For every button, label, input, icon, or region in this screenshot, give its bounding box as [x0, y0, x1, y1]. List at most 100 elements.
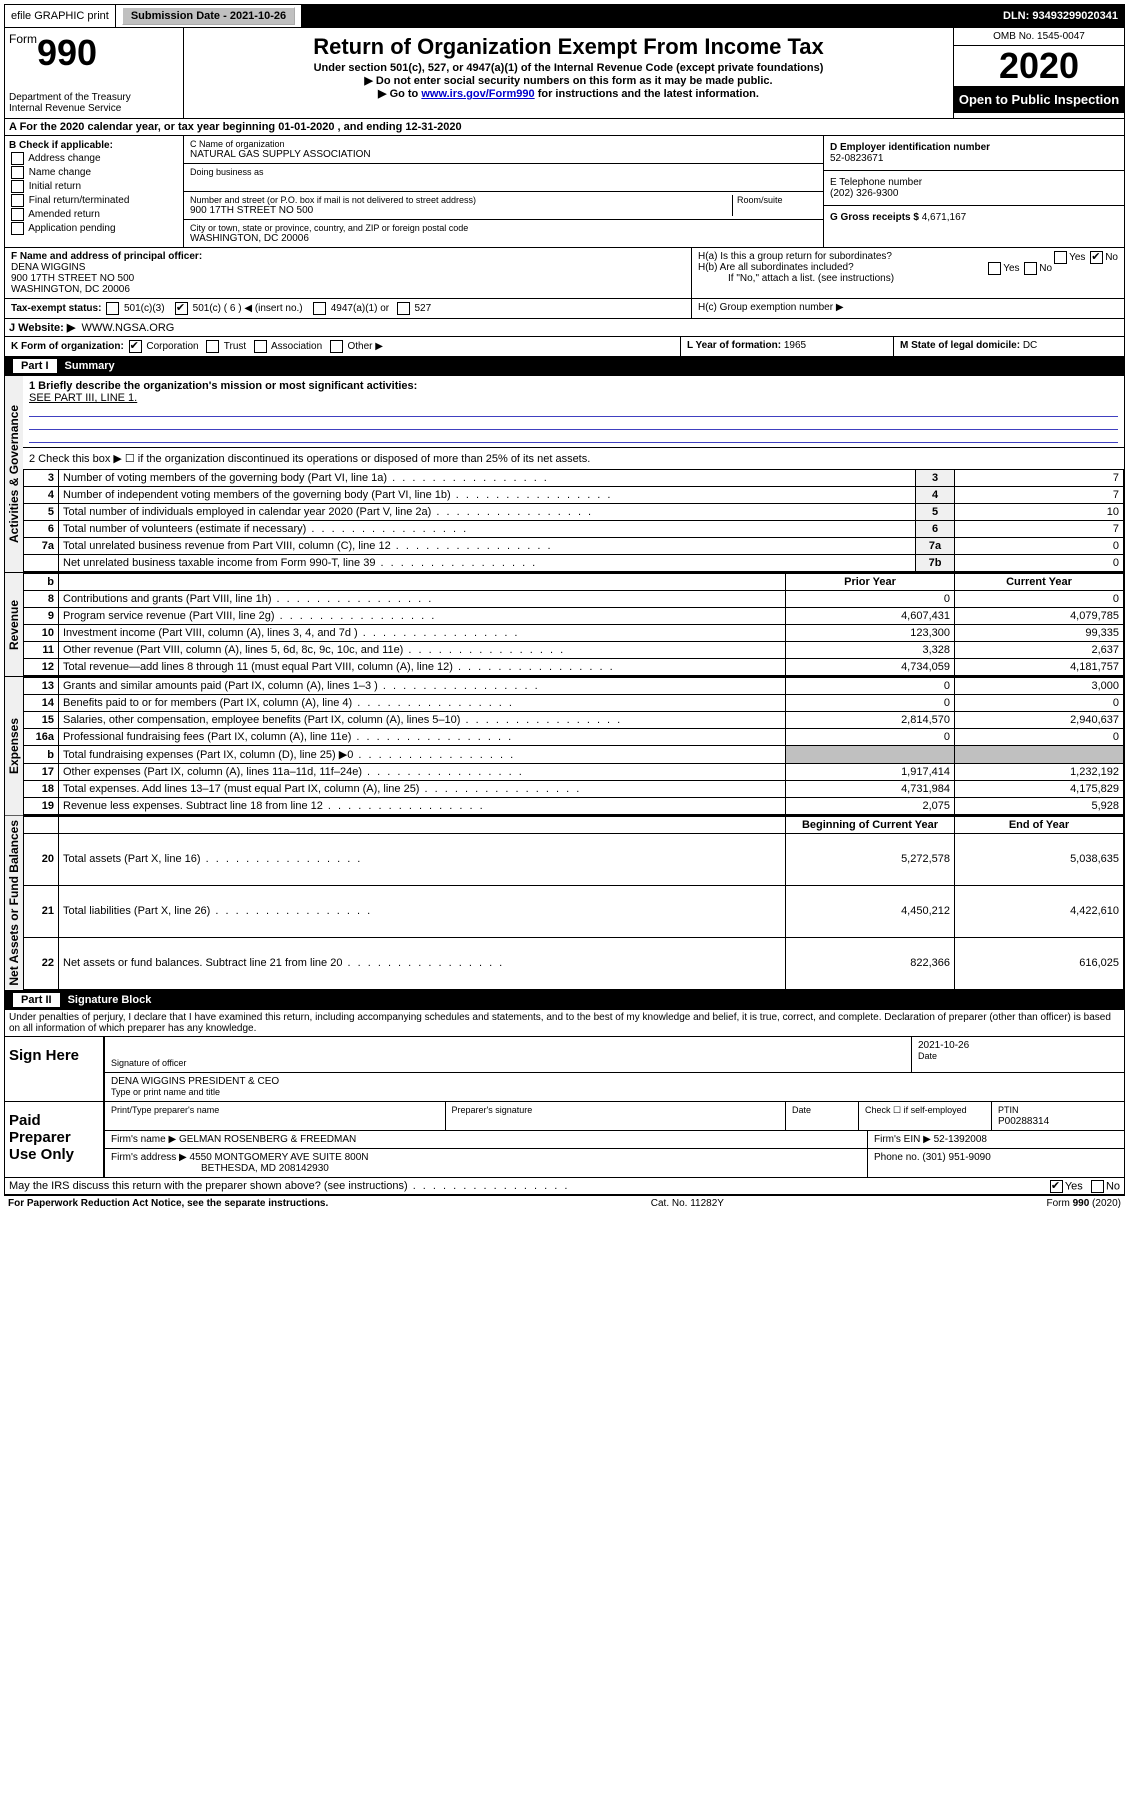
- revenue-section: Revenue bPrior YearCurrent Year 8Contrib…: [4, 573, 1125, 677]
- checkbox-527[interactable]: [397, 302, 410, 315]
- checkbox-ha-yes[interactable]: [1054, 251, 1067, 264]
- governance-section: Activities & Governance 1 Briefly descri…: [4, 376, 1125, 573]
- website-row: J Website: ▶ WWW.NGSA.ORG: [4, 319, 1125, 337]
- submission-date-button[interactable]: Submission Date - 2021-10-26: [122, 7, 295, 25]
- table-row: 16aProfessional fundraising fees (Part I…: [24, 729, 1124, 746]
- revenue-table: bPrior YearCurrent Year 8Contributions a…: [23, 573, 1124, 676]
- firm-address-1: 4550 MONTGOMERY AVE SUITE 800N: [190, 1152, 369, 1163]
- checkbox-corporation[interactable]: [129, 340, 142, 353]
- officer-name-title: DENA WIGGINS PRESIDENT & CEO: [111, 1076, 1118, 1087]
- form-number-box: Form990 Department of the Treasury Inter…: [5, 28, 184, 118]
- header-row: Form990 Department of the Treasury Inter…: [4, 28, 1125, 119]
- org-info-grid: B Check if applicable: Address change Na…: [4, 136, 1125, 248]
- omb-number: OMB No. 1545-0047: [954, 28, 1124, 46]
- table-row: 19Revenue less expenses. Subtract line 1…: [24, 798, 1124, 815]
- table-row: 12Total revenue—add lines 8 through 11 (…: [24, 659, 1124, 676]
- table-row: 21Total liabilities (Part X, line 26)4,4…: [24, 885, 1124, 937]
- state-domicile: DC: [1023, 340, 1037, 351]
- ein-value: 52-0823671: [830, 153, 1118, 164]
- checkbox-name-change[interactable]: [11, 166, 24, 179]
- topbar: efile GRAPHIC print Submission Date - 20…: [4, 4, 1125, 28]
- checkbox-discuss-no[interactable]: [1091, 1180, 1104, 1193]
- org-street: 900 17TH STREET NO 500: [190, 205, 732, 216]
- website-value: WWW.NGSA.ORG: [81, 322, 174, 334]
- expenses-section: Expenses 13Grants and similar amounts pa…: [4, 677, 1125, 816]
- irs-label: Internal Revenue Service: [9, 103, 179, 114]
- signature-date: 2021-10-26: [918, 1040, 1118, 1051]
- org-name: NATURAL GAS SUPPLY ASSOCIATION: [190, 149, 817, 160]
- checkbox-initial-return[interactable]: [11, 180, 24, 193]
- checkbox-hb-no[interactable]: [1024, 262, 1037, 275]
- part-ii-header: Part IISignature Block: [4, 991, 1125, 1010]
- firm-ein: 52-1392008: [934, 1134, 987, 1145]
- table-row: 14Benefits paid to or for members (Part …: [24, 695, 1124, 712]
- group-exemption: H(c) Group exemption number ▶: [692, 299, 1124, 318]
- box-b-applicable: B Check if applicable: Address change Na…: [5, 136, 184, 247]
- efile-label: efile GRAPHIC print: [11, 10, 109, 22]
- tax-year: 2020: [954, 46, 1124, 86]
- table-row: 17Other expenses (Part IX, column (A), l…: [24, 764, 1124, 781]
- checkbox-final-return[interactable]: [11, 194, 24, 207]
- checkbox-association[interactable]: [254, 340, 267, 353]
- table-row: 18Total expenses. Add lines 13–17 (must …: [24, 781, 1124, 798]
- org-city: WASHINGTON, DC 20006: [190, 233, 817, 244]
- sign-here-section: Sign Here Signature of officer 2021-10-2…: [4, 1037, 1125, 1102]
- checkbox-4947[interactable]: [313, 302, 326, 315]
- table-row: 7aTotal unrelated business revenue from …: [24, 538, 1124, 555]
- form-org-row: K Form of organization: Corporation Trus…: [4, 337, 1125, 357]
- year-formation: 1965: [784, 340, 806, 351]
- firm-name: GELMAN ROSENBERG & FREEDMAN: [179, 1134, 356, 1145]
- room-suite-label: Room/suite: [732, 195, 817, 216]
- firm-phone: (301) 951-9090: [922, 1152, 990, 1163]
- net-assets-section: Net Assets or Fund Balances Beginning of…: [4, 816, 1125, 991]
- footer: For Paperwork Reduction Act Notice, see …: [4, 1195, 1125, 1211]
- expenses-table: 13Grants and similar amounts paid (Part …: [23, 677, 1124, 815]
- table-row: 20Total assets (Part X, line 16)5,272,57…: [24, 834, 1124, 886]
- checkbox-trust[interactable]: [206, 340, 219, 353]
- part-i-header: Part ISummary: [4, 357, 1125, 376]
- governance-table: 3Number of voting members of the governi…: [23, 469, 1124, 572]
- table-row: 5Total number of individuals employed in…: [24, 504, 1124, 521]
- table-row: Net unrelated business taxable income fr…: [24, 555, 1124, 572]
- checkbox-address-change[interactable]: [11, 152, 24, 165]
- checkbox-ha-no[interactable]: [1090, 251, 1103, 264]
- warning-ssn: ▶ Do not enter social security numbers o…: [188, 74, 949, 87]
- net-assets-table: Beginning of Current YearEnd of Year 20T…: [23, 816, 1124, 990]
- dln-label: DLN: 93493299020341: [1003, 10, 1118, 22]
- tax-status-row: Tax-exempt status: 501(c)(3) 501(c) ( 6 …: [4, 299, 1125, 319]
- subtitle: Under section 501(c), 527, or 4947(a)(1)…: [188, 62, 949, 74]
- telephone-value: (202) 326-9300: [830, 188, 1118, 199]
- table-row: 6Total number of volunteers (estimate if…: [24, 521, 1124, 538]
- table-row: 13Grants and similar amounts paid (Part …: [24, 678, 1124, 695]
- table-row: 11Other revenue (Part VIII, column (A), …: [24, 642, 1124, 659]
- table-row: bTotal fundraising expenses (Part IX, co…: [24, 746, 1124, 764]
- table-row: 4Number of independent voting members of…: [24, 487, 1124, 504]
- checkbox-application-pending[interactable]: [11, 222, 24, 235]
- officer-group-row: F Name and address of principal officer:…: [4, 248, 1125, 299]
- table-row: 15Salaries, other compensation, employee…: [24, 712, 1124, 729]
- officer-name: DENA WIGGINS: [11, 262, 85, 273]
- form-990-number: 990: [37, 32, 97, 73]
- checkbox-amended-return[interactable]: [11, 208, 24, 221]
- discuss-with-preparer-row: May the IRS discuss this return with the…: [4, 1178, 1125, 1195]
- signature-declaration: Under penalties of perjury, I declare th…: [4, 1010, 1125, 1037]
- line-a-tax-year: A For the 2020 calendar year, or tax yea…: [4, 119, 1125, 136]
- table-row: 8Contributions and grants (Part VIII, li…: [24, 591, 1124, 608]
- gross-receipts-value: 4,671,167: [922, 212, 967, 223]
- irs-form990-link[interactable]: www.irs.gov/Form990: [421, 88, 534, 100]
- checkbox-501c[interactable]: [175, 302, 188, 315]
- dept-treasury: Department of the Treasury: [9, 92, 179, 103]
- mission-text: SEE PART III, LINE 1.: [29, 392, 137, 404]
- checkbox-hb-yes[interactable]: [988, 262, 1001, 275]
- paid-preparer-section: Paid Preparer Use Only Print/Type prepar…: [4, 1102, 1125, 1178]
- table-row: 10Investment income (Part VIII, column (…: [24, 625, 1124, 642]
- page-title: Return of Organization Exempt From Incom…: [188, 34, 949, 60]
- line-2-discontinued: 2 Check this box ▶ ☐ if the organization…: [23, 448, 1124, 469]
- table-row: 22Net assets or fund balances. Subtract …: [24, 937, 1124, 989]
- table-row: 3Number of voting members of the governi…: [24, 470, 1124, 487]
- checkbox-discuss-yes[interactable]: [1050, 1180, 1063, 1193]
- table-row: 9Program service revenue (Part VIII, lin…: [24, 608, 1124, 625]
- checkbox-501c3[interactable]: [106, 302, 119, 315]
- firm-address-2: BETHESDA, MD 208142930: [111, 1163, 329, 1174]
- checkbox-other[interactable]: [330, 340, 343, 353]
